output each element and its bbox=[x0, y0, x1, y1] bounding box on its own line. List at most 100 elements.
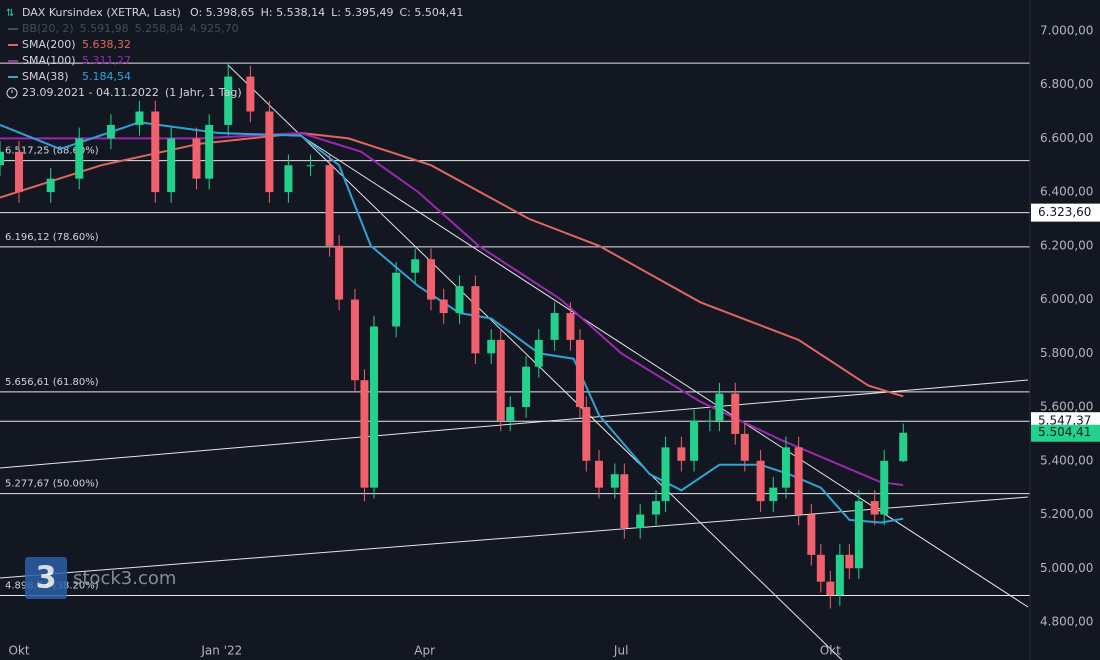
candle-body bbox=[75, 138, 84, 179]
y-tick-label: 5.400,00 bbox=[1040, 453, 1093, 467]
legend-name: SMA(200) bbox=[22, 38, 76, 51]
ohlc-value: O: 5.398,65 bbox=[190, 6, 255, 19]
candle-body bbox=[826, 581, 835, 596]
y-tick-label: 6.800,00 bbox=[1040, 77, 1093, 91]
sma-line bbox=[0, 131, 904, 486]
y-tick-label: 7.000,00 bbox=[1040, 23, 1093, 37]
candle-body bbox=[677, 447, 686, 461]
candle-body bbox=[594, 460, 603, 488]
candle-body bbox=[306, 165, 315, 167]
candle-body bbox=[265, 111, 274, 193]
last-price-label: 5.504,41 bbox=[1038, 425, 1091, 439]
level-label: 5.656,61 (61.80%) bbox=[5, 377, 99, 388]
ohlc-value: H: 5.538,14 bbox=[261, 6, 325, 19]
candle-body bbox=[151, 111, 160, 193]
candle-body bbox=[496, 339, 505, 421]
candle-body bbox=[427, 259, 436, 300]
candle-body bbox=[487, 339, 496, 354]
price-tag-label: 6.323,60 bbox=[1038, 205, 1091, 219]
candle-body bbox=[715, 393, 724, 421]
candle-body bbox=[369, 326, 378, 488]
sma-line bbox=[0, 121, 904, 524]
clock-icon bbox=[6, 87, 18, 99]
candles bbox=[0, 63, 908, 609]
x-tick-label: Jul bbox=[613, 644, 628, 658]
candle-body bbox=[522, 366, 531, 408]
candle-body bbox=[284, 165, 293, 193]
candle-body bbox=[731, 393, 740, 434]
candle-body bbox=[135, 111, 144, 125]
y-tick-label: 6.200,00 bbox=[1040, 238, 1093, 252]
level-label: 6.196,12 (78.60%) bbox=[5, 232, 99, 243]
level-label: 5.277,67 (50.00%) bbox=[5, 479, 99, 490]
candle-body bbox=[167, 138, 176, 193]
trend-line bbox=[0, 379, 1029, 469]
candle-body bbox=[325, 165, 334, 246]
legend-title: DAX Kursindex (XETRA, Last) bbox=[22, 6, 181, 19]
logo-text: 3 bbox=[36, 561, 57, 596]
candle-body bbox=[205, 124, 214, 179]
candle-body bbox=[769, 487, 778, 502]
candle-body bbox=[15, 151, 24, 193]
candle-body bbox=[0, 151, 4, 166]
y-tick-label: 4.800,00 bbox=[1040, 614, 1093, 628]
candle-body bbox=[807, 514, 816, 555]
legend-value: 5.184,54 bbox=[82, 70, 131, 83]
candle-body bbox=[360, 380, 369, 488]
candle-body bbox=[705, 420, 714, 422]
y-tick-label: 5.800,00 bbox=[1040, 346, 1093, 360]
candle-body bbox=[870, 501, 879, 515]
y-tick-label: 5.200,00 bbox=[1040, 507, 1093, 521]
candle-body bbox=[781, 447, 790, 488]
candle-body bbox=[636, 514, 645, 528]
candle-body bbox=[690, 420, 699, 461]
bb-legend: BB(20, 2) 5.591,98 5.258,84 4.925,70 bbox=[22, 22, 239, 35]
candle-body bbox=[106, 124, 115, 139]
level-label: 6.517,25 (88.60%) bbox=[5, 146, 99, 157]
y-tick-label: 5.000,00 bbox=[1040, 561, 1093, 575]
candle-body bbox=[46, 178, 55, 193]
x-tick-label: Jan '22 bbox=[200, 644, 242, 658]
legend-name: SMA(100) bbox=[22, 54, 76, 67]
candle-body bbox=[582, 407, 591, 461]
legend-value: 5.638,32 bbox=[82, 38, 131, 51]
candle-body bbox=[534, 339, 543, 367]
candle-body bbox=[880, 460, 889, 515]
logo bbox=[25, 557, 67, 599]
x-tick-label: Okt bbox=[820, 644, 841, 658]
candle-body bbox=[794, 447, 803, 515]
axes: 4.800,00 5.000,00 5.200,00 5.400,00 5.600,00… bbox=[8, 23, 1093, 657]
candle-body bbox=[392, 272, 401, 327]
candle-body bbox=[335, 245, 344, 300]
interval: (1 Jahr, 1 Tag) bbox=[165, 86, 242, 99]
y-tick-label: 6.400,00 bbox=[1040, 185, 1093, 199]
x-tick-label: Okt bbox=[8, 644, 29, 658]
candle-body bbox=[899, 432, 908, 462]
candle-body bbox=[550, 313, 559, 340]
moving-averages bbox=[0, 121, 904, 524]
candle-body bbox=[756, 460, 765, 502]
candle-body bbox=[506, 407, 515, 421]
watermark: 3 stock3.com bbox=[25, 557, 176, 599]
ohlc: O: 5.398,65 H: 5.538,14 L: 5.395,49 C: 5.50… bbox=[190, 6, 463, 19]
candle-body bbox=[835, 554, 844, 596]
candle-body bbox=[224, 76, 233, 125]
price-tag bbox=[1031, 203, 1100, 222]
candle-body bbox=[610, 474, 619, 488]
legend-name: SMA(38) bbox=[22, 70, 69, 83]
ohlc-value: C: 5.504,41 bbox=[399, 6, 463, 19]
ohlc-value: L: 5.395,49 bbox=[331, 6, 393, 19]
sma-line bbox=[0, 131, 904, 398]
candle-body bbox=[845, 554, 854, 569]
candle-body bbox=[575, 339, 584, 408]
candle-body bbox=[854, 501, 863, 569]
candle-body bbox=[661, 447, 670, 502]
bb-value: BB(20, 2) bbox=[22, 22, 74, 35]
price-axis-bg bbox=[1030, 0, 1100, 660]
bb-value: 5.591,98 bbox=[80, 22, 129, 35]
bb-value: 4.925,70 bbox=[190, 22, 239, 35]
y-tick-label: 6.000,00 bbox=[1040, 292, 1093, 306]
legend-value: 5.311,27 bbox=[82, 54, 131, 67]
candle-body bbox=[246, 76, 255, 112]
